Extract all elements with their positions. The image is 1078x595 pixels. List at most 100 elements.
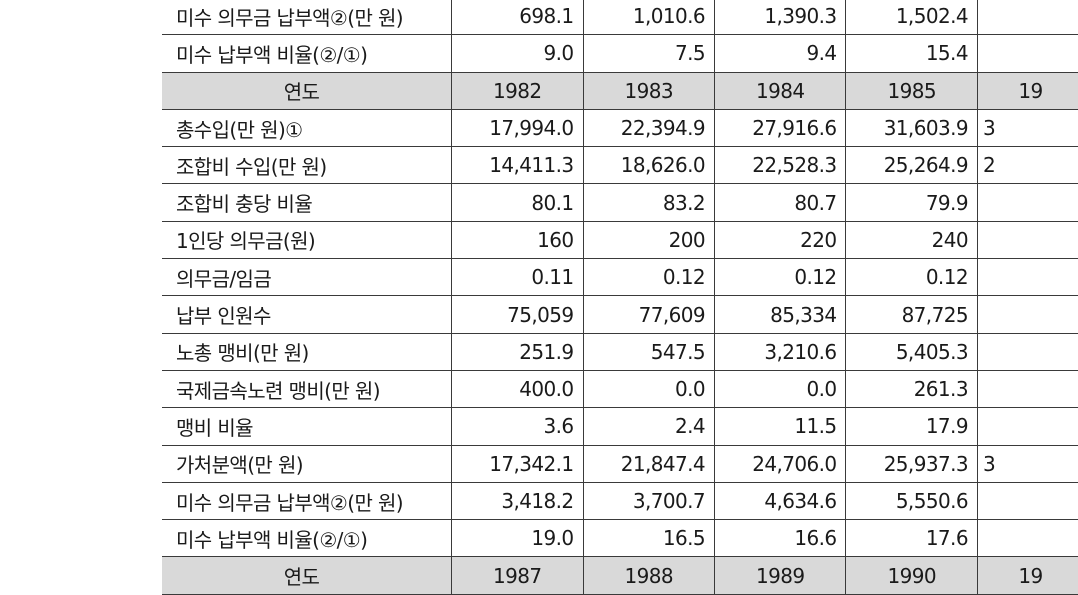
table-cell: 1,390.3 xyxy=(713,0,846,36)
table-cell: 18,626.0 xyxy=(582,146,715,185)
table-cell xyxy=(976,332,1078,371)
table-cell: 22,528.3 xyxy=(713,146,846,185)
table-cell: 3,700.7 xyxy=(582,481,715,521)
table-row: 의무금/임금 0.11 0.12 0.12 0.12 xyxy=(162,258,1078,297)
table-cell: 75,059 xyxy=(451,295,583,334)
table-row: 노총 맹비(만 원) 251.9 547.5 3,210.6 5,405.3 xyxy=(162,332,1078,371)
table-cell: 21,847.4 xyxy=(582,444,715,483)
row-label: 국제금속노련 맹비(만 원) xyxy=(162,369,452,409)
table-cell: 1,502.4 xyxy=(845,0,978,36)
table-cell: 3 xyxy=(976,108,1078,148)
year-header-row: 연도 1987 1988 1989 1990 19 xyxy=(162,556,1078,595)
table-cell: 1,010.6 xyxy=(582,0,715,36)
row-label: 가처분액(만 원) xyxy=(162,444,452,483)
row-label: 맹비 비율 xyxy=(162,407,452,446)
financial-statistics-table: 미수 의무금 납부액②(만 원) 698.1 1,010.6 1,390.3 1,502… xyxy=(162,0,1078,595)
table-row: 납부 인원수 75,059 77,609 85,334 87,725 xyxy=(162,295,1078,334)
year-header-cell: 19 xyxy=(976,71,1078,110)
row-label: 의무금/임금 xyxy=(162,258,452,297)
year-header-label: 연도 xyxy=(162,556,452,595)
table-cell xyxy=(976,34,1078,73)
year-header-cell: 1982 xyxy=(451,71,583,110)
table-cell xyxy=(976,407,1078,446)
table-cell: 251.9 xyxy=(451,332,583,371)
table-cell: 2 xyxy=(976,146,1078,185)
year-header-cell: 1988 xyxy=(582,556,715,595)
table-cell: 17.9 xyxy=(845,407,978,446)
table-cell: 27,916.6 xyxy=(713,108,846,148)
table-cell: 3,210.6 xyxy=(713,332,846,371)
table-cell: 3 xyxy=(976,444,1078,483)
table-cell: 22,394.9 xyxy=(582,108,715,148)
table-cell: 14,411.3 xyxy=(451,146,583,185)
row-label: 미수 납부액 비율(②/①) xyxy=(162,519,452,558)
row-label: 1인당 의무금(원) xyxy=(162,220,452,260)
table-cell: 698.1 xyxy=(451,0,583,36)
table-cell: 87,725 xyxy=(845,295,978,334)
table-cell: 7.5 xyxy=(582,34,715,73)
table-cell xyxy=(976,220,1078,260)
table-cell: 3,418.2 xyxy=(451,481,583,521)
row-label: 미수 의무금 납부액②(만 원) xyxy=(162,0,452,36)
year-header-row: 연도 1982 1983 1984 1985 19 xyxy=(162,71,1078,110)
table-cell xyxy=(976,258,1078,297)
table-cell: 240 xyxy=(845,220,978,260)
year-header-cell: 19 xyxy=(976,556,1078,595)
table-row: 조합비 충당 비율 80.1 83.2 80.7 79.9 xyxy=(162,183,1078,222)
table-cell: 25,264.9 xyxy=(845,146,978,185)
row-label: 조합비 수입(만 원) xyxy=(162,146,452,185)
table-row: 맹비 비율 3.6 2.4 11.5 17.9 xyxy=(162,407,1078,446)
table-cell: 17.6 xyxy=(845,519,978,558)
table-cell xyxy=(976,183,1078,222)
table-cell: 80.1 xyxy=(451,183,583,222)
row-label: 조합비 충당 비율 xyxy=(162,183,452,222)
table-cell xyxy=(976,481,1078,521)
table-cell: 0.12 xyxy=(845,258,978,297)
table-cell: 5,550.6 xyxy=(845,481,978,521)
table-cell xyxy=(976,295,1078,334)
row-label: 미수 의무금 납부액②(만 원) xyxy=(162,481,452,521)
table-cell: 160 xyxy=(451,220,583,260)
table-cell: 11.5 xyxy=(713,407,846,446)
year-header-cell: 1990 xyxy=(845,556,978,595)
table-cell: 17,994.0 xyxy=(451,108,583,148)
table-cell: 85,334 xyxy=(713,295,846,334)
year-header-cell: 1989 xyxy=(713,556,846,595)
table-cell: 261.3 xyxy=(845,369,978,409)
table-cell xyxy=(976,519,1078,558)
table-row: 국제금속노련 맹비(만 원) 400.0 0.0 0.0 261.3 xyxy=(162,369,1078,409)
table-row: 1인당 의무금(원) 160 200 220 240 xyxy=(162,220,1078,260)
table-row: 미수 납부액 비율(②/①) 9.0 7.5 9.4 15.4 xyxy=(162,34,1078,73)
table-cell: 4,634.6 xyxy=(713,481,846,521)
table-cell: 3.6 xyxy=(451,407,583,446)
table-cell: 0.11 xyxy=(451,258,583,297)
table-cell: 80.7 xyxy=(713,183,846,222)
table-cell: 15.4 xyxy=(845,34,978,73)
table-cell: 25,937.3 xyxy=(845,444,978,483)
table-cell: 9.0 xyxy=(451,34,583,73)
row-label: 미수 납부액 비율(②/①) xyxy=(162,34,452,73)
table-row: 가처분액(만 원) 17,342.1 21,847.4 24,706.0 25,937.… xyxy=(162,444,1078,483)
table-cell: 16.5 xyxy=(582,519,715,558)
year-header-cell: 1983 xyxy=(582,71,715,110)
table-cell: 0.0 xyxy=(582,369,715,409)
table-row: 조합비 수입(만 원) 14,411.3 18,626.0 22,528.3 25,26… xyxy=(162,146,1078,185)
table-cell: 0.0 xyxy=(713,369,846,409)
table-cell: 79.9 xyxy=(845,183,978,222)
year-header-label: 연도 xyxy=(162,71,452,110)
table-cell: 400.0 xyxy=(451,369,583,409)
table-cell: 5,405.3 xyxy=(845,332,978,371)
table-cell: 24,706.0 xyxy=(713,444,846,483)
table-row: 미수 의무금 납부액②(만 원) 698.1 1,010.6 1,390.3 1,502… xyxy=(162,0,1078,36)
table-cell: 0.12 xyxy=(713,258,846,297)
table-row: 미수 의무금 납부액②(만 원) 3,418.2 3,700.7 4,634.6 5,5… xyxy=(162,481,1078,521)
table-cell: 31,603.9 xyxy=(845,108,978,148)
year-header-cell: 1984 xyxy=(713,71,846,110)
table-cell: 17,342.1 xyxy=(451,444,583,483)
row-label: 납부 인원수 xyxy=(162,295,452,334)
table-cell: 0.12 xyxy=(582,258,715,297)
table-cell xyxy=(976,369,1078,409)
table-cell: 200 xyxy=(582,220,715,260)
row-label: 총수입(만 원)① xyxy=(162,108,452,148)
table-cell: 83.2 xyxy=(582,183,715,222)
